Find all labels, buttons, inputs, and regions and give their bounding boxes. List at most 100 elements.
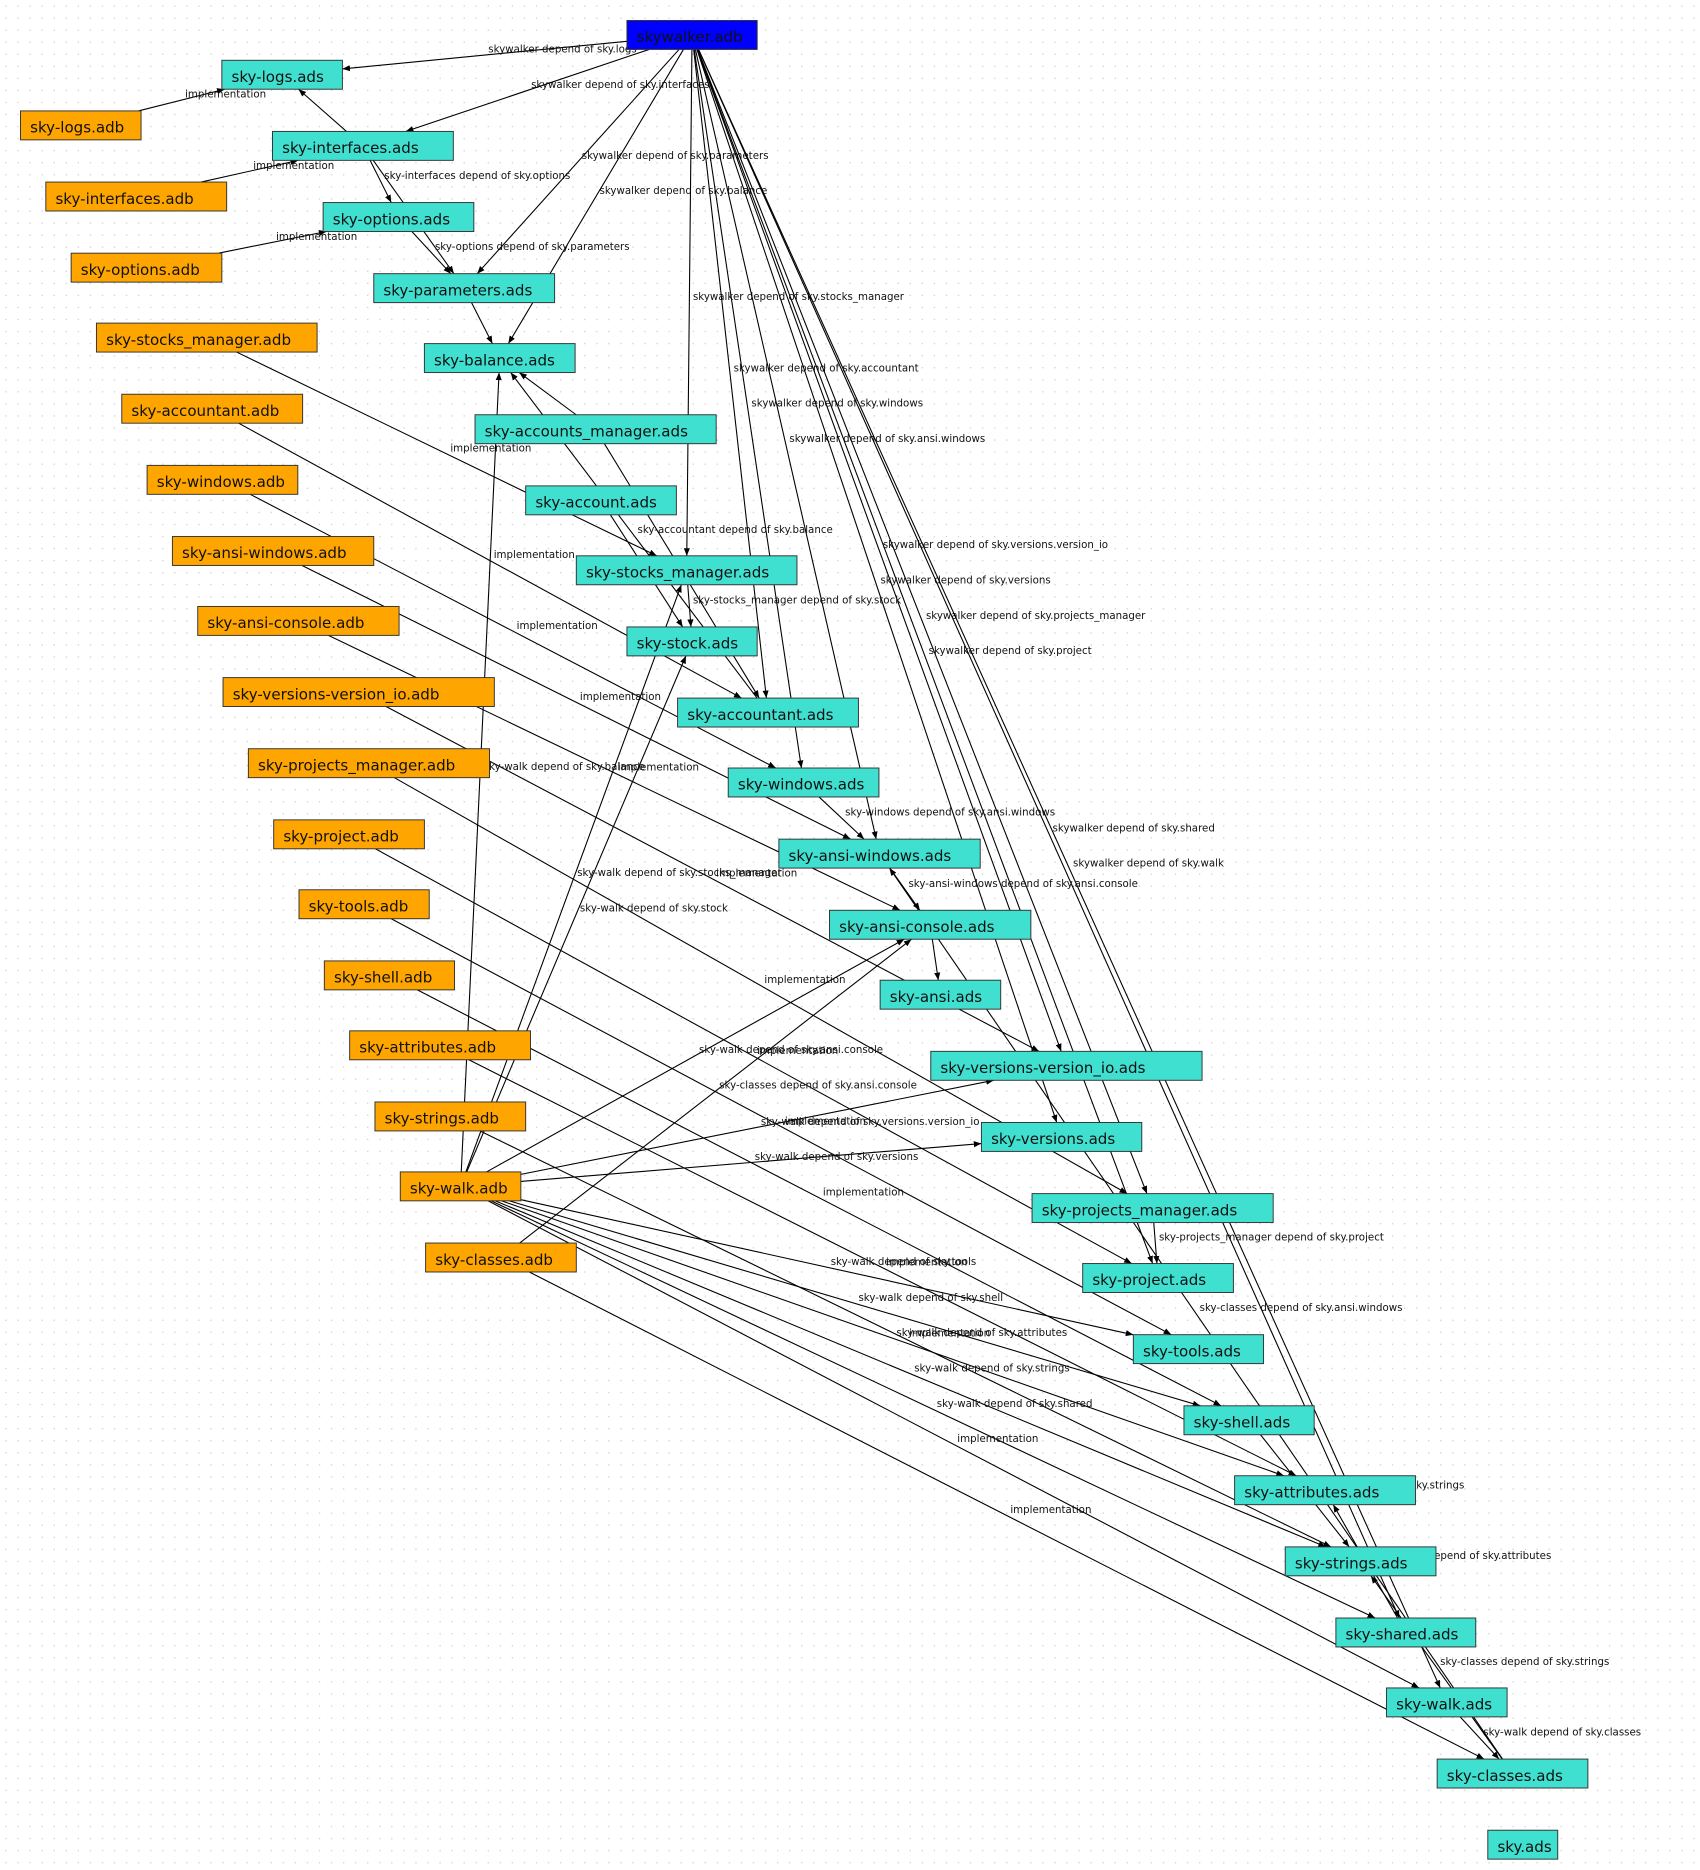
edge-label: implementation <box>450 443 531 455</box>
node-box <box>70 252 223 283</box>
node-label: sky-tools.ads <box>1143 1342 1241 1360</box>
node-box <box>1386 1687 1508 1718</box>
node-label: sky-windows.adb <box>157 473 285 491</box>
node-box <box>349 1030 531 1061</box>
edge-label: sky-classes depend of sky.strings <box>1440 1656 1609 1668</box>
node-box <box>273 819 425 850</box>
node-box <box>1234 1475 1416 1506</box>
edge <box>405 48 650 132</box>
node-label: sky-accountant.adb <box>131 402 279 420</box>
edge <box>411 231 452 275</box>
node-label: sky-balance.ads <box>434 351 555 369</box>
edge <box>1459 1716 1500 1760</box>
node-box <box>247 748 490 779</box>
node-box <box>1132 1334 1265 1365</box>
node-label: sky-walk.adb <box>410 1180 508 1198</box>
edge-label: implementation <box>909 1327 990 1339</box>
edge <box>683 49 693 556</box>
node-box <box>1436 1758 1589 1789</box>
edge-label: skywalker depend of sky.parameters <box>582 150 769 162</box>
edge-label: sky-walk depend of sky.shell <box>858 1292 1003 1304</box>
node-box <box>146 464 299 495</box>
edge-label: sky-walk depend of sky.versions <box>755 1151 919 1163</box>
node-box <box>323 960 456 991</box>
node-label: sky-ansi.ads <box>890 988 983 1006</box>
edge <box>518 372 577 416</box>
node-label: sky-tools.adb <box>309 897 409 915</box>
node-label: sky-logs.adb <box>30 119 124 137</box>
node-box <box>121 393 304 424</box>
edge-label: implementation <box>764 974 845 986</box>
node-label: sky-interfaces.adb <box>55 190 193 208</box>
edge-label: sky-windows depend of sky.ansi.windows <box>845 807 1055 819</box>
node-label: sky-options.adb <box>81 261 200 279</box>
edge <box>696 49 1062 1052</box>
edge-label: sky-walk depend of sky.attributes <box>896 1327 1067 1339</box>
node-label: sky-accountant.ads <box>687 706 833 724</box>
edge <box>298 88 347 132</box>
node-label: sky-options.ads <box>333 210 450 228</box>
node-label: sky-versions.ads <box>991 1130 1115 1148</box>
edge <box>818 796 865 840</box>
edge-label: skywalker depend of sky.versions.version… <box>883 539 1108 551</box>
node-label: sky-classes.adb <box>435 1251 553 1269</box>
edge <box>931 939 941 981</box>
edge <box>495 1200 1327 1548</box>
edge-label: sky-walk depend of sky.ansi.console <box>699 1044 883 1056</box>
node-box <box>1284 1546 1437 1577</box>
edge <box>509 1200 1201 1407</box>
nodes: skywalker.adb sky-logs.ads sky-logs.adb sky… <box>20 20 1589 1860</box>
edge-label: skywalker depend of sky.shared <box>1053 822 1215 834</box>
edge-label: skywalker depend of sky.walk <box>1073 857 1224 869</box>
edge-label: sky-accountant depend of sky.balance <box>638 524 833 536</box>
node-label: sky-accounts_manager.ads <box>485 422 688 441</box>
edge <box>375 848 1132 1265</box>
edge <box>696 49 1058 1123</box>
node-box <box>197 605 400 636</box>
edge <box>519 938 912 1244</box>
node-box <box>727 767 880 798</box>
node-label: sky-projects_manager.adb <box>258 756 455 775</box>
edge <box>465 584 682 1173</box>
edge-label: sky-ansi-windows depend of sky.ansi.cons… <box>908 878 1137 890</box>
edge <box>369 160 392 203</box>
node-label: sky-stock.ads <box>637 635 739 653</box>
node-label: sky-shared.ads <box>1346 1626 1459 1644</box>
edge <box>1370 1575 1503 1760</box>
node-box <box>980 1122 1143 1152</box>
edge <box>218 230 327 254</box>
edge <box>693 49 769 699</box>
edge-label: sky-walk depend of sky.versions.version_… <box>761 1116 980 1128</box>
node-box <box>423 343 576 374</box>
node-label: sky-walk.ads <box>1396 1696 1492 1714</box>
edge-label: skywalker depend of sky.balance <box>600 185 768 197</box>
edge-label: skywalker depend of sky.ansi.windows <box>789 433 985 445</box>
node-box <box>626 626 758 657</box>
node-box <box>575 555 798 586</box>
edge <box>529 1271 1485 1760</box>
edge-label: implementation <box>823 1186 904 1198</box>
node-label: sky-shell.adb <box>334 969 432 987</box>
node-label: skywalker.adb <box>637 28 743 46</box>
edge <box>520 1078 994 1175</box>
edge-label: skywalker depend of sky.versions <box>880 575 1050 587</box>
edge <box>693 49 804 769</box>
edge-label: implementation <box>276 231 357 243</box>
edge <box>342 40 628 72</box>
edge-label: skywalker depend of sky.project <box>929 645 1092 657</box>
edge <box>479 1130 1332 1548</box>
edge <box>490 1200 1376 1619</box>
edge-label: implementation <box>886 1256 967 1268</box>
edge-label: sky-classes depend of sky.ansi.windows <box>1200 1302 1403 1314</box>
node-box <box>1487 1829 1559 1860</box>
node-box <box>221 59 343 90</box>
node-box <box>399 1171 522 1202</box>
edge-label: skywalker depend of sky.projects_manager <box>926 610 1146 622</box>
node-box <box>778 838 981 869</box>
edge-label: sky-walk depend of sky.tools <box>831 1256 977 1268</box>
edge-label: sky-walk depend of sky.strings <box>914 1362 1070 1374</box>
edge-label: sky-walk depend of sky.classes <box>1483 1727 1641 1739</box>
node-label: sky-versions-version_io.adb <box>233 685 440 704</box>
node-box <box>298 889 430 920</box>
